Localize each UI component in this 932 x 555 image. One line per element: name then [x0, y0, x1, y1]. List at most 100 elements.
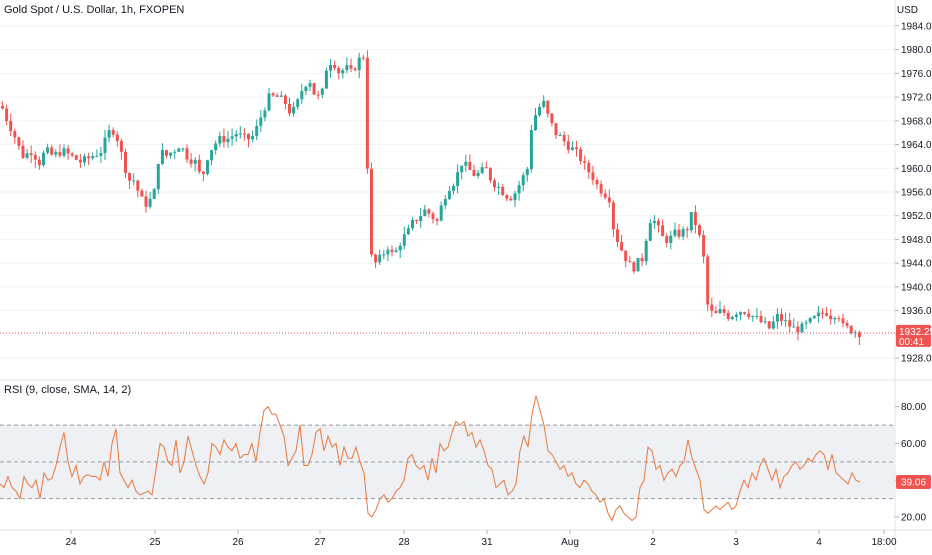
price-axis[interactable]: 1984.00 1980.00 1976.00 1972.00 1968.00 1964.…	[895, 21, 932, 365]
time-tick-label: 2	[650, 537, 656, 548]
candle-body	[452, 186, 455, 191]
candle-body	[488, 168, 492, 181]
candle-body	[320, 88, 324, 95]
candle-body	[570, 147, 574, 150]
candle-body	[238, 133, 242, 135]
candle-body	[837, 318, 841, 320]
candle-body	[517, 185, 521, 194]
candle-body	[775, 314, 779, 322]
candle-body	[222, 136, 226, 143]
candle-body	[74, 155, 78, 160]
candle-body	[156, 163, 160, 190]
price-tick-label: 1956.00	[901, 188, 932, 199]
candle-body	[554, 123, 558, 136]
currency-label[interactable]: USD	[896, 5, 918, 16]
time-axis[interactable]: 24 25 26 27 28 31 Aug 2 3 4 18:00	[65, 530, 897, 548]
candle-body	[505, 195, 509, 199]
candle-body	[739, 312, 742, 315]
candle-body	[288, 103, 291, 114]
candle-body	[464, 161, 468, 166]
candle-body	[599, 184, 603, 194]
time-tick-label: 26	[232, 537, 244, 548]
candle-body	[575, 147, 578, 150]
candle-body	[9, 121, 13, 132]
candle-body	[58, 152, 62, 156]
candle-body	[128, 172, 132, 181]
candle-body	[443, 199, 447, 206]
candle-body	[283, 95, 287, 104]
candle-body	[242, 133, 246, 135]
candle-body	[296, 99, 300, 107]
candle-body	[468, 161, 472, 170]
price-tick-label: 1968.00	[901, 116, 932, 127]
candle-body	[480, 167, 484, 173]
price-tick-label: 1928.00	[901, 354, 932, 365]
price-grid	[0, 25, 895, 359]
candle-body	[33, 154, 37, 160]
candle-body	[341, 70, 345, 74]
candle-body	[693, 212, 697, 226]
candle-body	[493, 180, 496, 188]
candle-body	[160, 150, 164, 164]
candle-body	[185, 148, 189, 160]
candle-body	[119, 140, 123, 152]
chart-title: Gold Spot / U.S. Dollar, 1h, FXOPEN	[4, 4, 185, 16]
candle-body	[124, 151, 127, 173]
candle-body	[587, 162, 591, 173]
candle-body	[661, 225, 665, 237]
rsi-legend[interactable]: RSI (9, close, SMA, 14, 2)	[4, 384, 132, 396]
price-tick-label: 1944.00	[901, 259, 932, 270]
candle-body	[714, 310, 718, 314]
candle-body	[566, 141, 570, 150]
candle-body	[370, 168, 373, 255]
candle-body	[87, 156, 91, 159]
candle-body	[673, 229, 677, 236]
candle-body	[99, 153, 103, 156]
candle-body	[197, 159, 201, 172]
candle-body	[730, 316, 734, 319]
candle-body	[755, 315, 759, 317]
candle-body	[722, 309, 726, 313]
candle-body	[759, 315, 763, 323]
candle-body	[734, 314, 738, 317]
candle-body	[509, 198, 513, 201]
candle-body	[37, 159, 41, 166]
candle-body	[1, 105, 4, 109]
candle-body	[767, 321, 771, 329]
candle-body	[279, 95, 283, 97]
candle-body	[681, 229, 685, 237]
candle-body	[173, 151, 177, 153]
candle-body	[603, 193, 607, 198]
candle-body	[763, 321, 767, 323]
price-tick-label: 1960.00	[901, 164, 932, 175]
candle-body	[300, 91, 304, 100]
candle-body	[677, 229, 681, 237]
candle-body	[103, 137, 107, 154]
time-tick-label: 4	[816, 537, 822, 548]
candle-body	[648, 223, 652, 241]
candle-body	[70, 153, 74, 156]
candle-body	[140, 190, 144, 197]
candle-body	[251, 135, 255, 140]
candle-body	[374, 254, 378, 263]
price-tick-label: 1936.00	[901, 306, 932, 317]
candle-body	[226, 138, 230, 143]
candle-body	[833, 318, 837, 320]
candle-body	[165, 150, 168, 156]
time-tick-label: 31	[481, 537, 493, 548]
candle-body	[25, 153, 29, 158]
candle-body	[841, 318, 845, 324]
candle-body	[657, 220, 660, 226]
price-tick-label: 1976.00	[901, 69, 932, 80]
candle-body	[312, 83, 316, 95]
candle-body	[521, 175, 525, 186]
candle-body	[247, 133, 250, 140]
candle-body	[50, 147, 54, 155]
candle-body	[21, 145, 25, 158]
rsi-series-line	[0, 395, 861, 522]
candle-body	[538, 106, 542, 116]
candle-body	[607, 197, 611, 203]
